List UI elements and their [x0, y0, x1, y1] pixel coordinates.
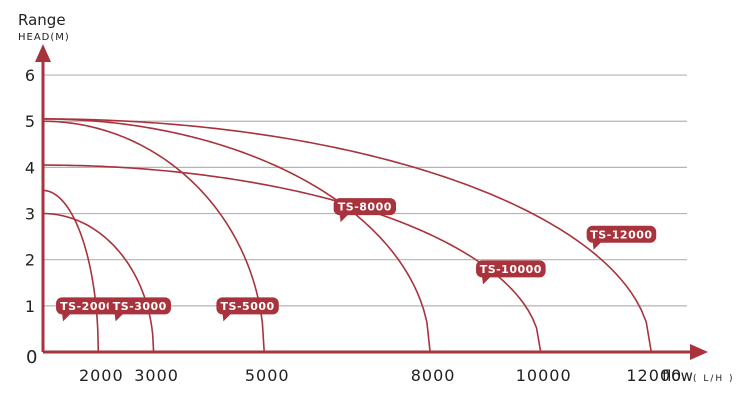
series-label-text: TS-8000: [338, 201, 392, 214]
y-tick-label: 1: [25, 297, 35, 316]
y-axis-unit: HEAD(M): [18, 32, 70, 43]
x-axis-arrow-icon: [690, 344, 708, 360]
series-label-text: TS-12000: [590, 228, 652, 241]
grid-lines: [43, 74, 687, 307]
series-label-ts-2000: TS-2000: [56, 297, 119, 322]
series-label-text: TS-2000: [60, 300, 114, 313]
y-tick-label: 5: [25, 112, 35, 131]
series-label-ts-8000: TS-8000: [333, 198, 397, 223]
series-label-ts-5000: TS-5000: [216, 297, 279, 322]
x-tick-label: 5000: [245, 366, 290, 385]
curve-ts-12000: [42, 118, 653, 353]
x-tick-label: 10000: [516, 366, 572, 385]
series-label-ts-12000: TS-12000: [586, 225, 657, 250]
series-label-text: TS-10000: [480, 263, 542, 276]
series-label-text: TS-5000: [221, 300, 275, 313]
origin-label: 0: [26, 347, 37, 368]
curves: [42, 118, 653, 353]
y-tick-labels: 1 2 3 4 5 6: [25, 66, 35, 316]
y-tick-label: 2: [25, 251, 35, 270]
curve-ts-5000: [42, 120, 265, 353]
curve-ts-2000: [42, 189, 100, 353]
y-axis-arrow-icon: [35, 44, 51, 62]
series-label-ts-10000: TS-10000: [476, 260, 546, 285]
x-tick-label: 8000: [411, 366, 456, 385]
y-tick-label: 3: [25, 205, 35, 224]
x-tick-label: 2000: [79, 366, 124, 385]
y-axis-title: Range: [18, 11, 66, 29]
axes: [35, 44, 708, 360]
x-tick-labels: 2000 3000 5000 8000 10000 12000: [79, 366, 682, 385]
curve-ts-10000: [43, 164, 542, 353]
curve-ts-8000: [42, 118, 431, 353]
x-tick-label: 12000: [626, 366, 682, 385]
x-axis-title: flow: [662, 367, 693, 385]
y-tick-label: 6: [25, 66, 35, 85]
y-tick-label: 4: [25, 158, 35, 177]
x-axis-unit: ( L/H ): [693, 374, 735, 384]
curve-ts-3000: [43, 212, 155, 353]
x-tick-label: 3000: [134, 366, 179, 385]
series-label-text: TS-3000: [113, 300, 167, 313]
series-label-ts-3000: TS-3000: [108, 297, 171, 322]
